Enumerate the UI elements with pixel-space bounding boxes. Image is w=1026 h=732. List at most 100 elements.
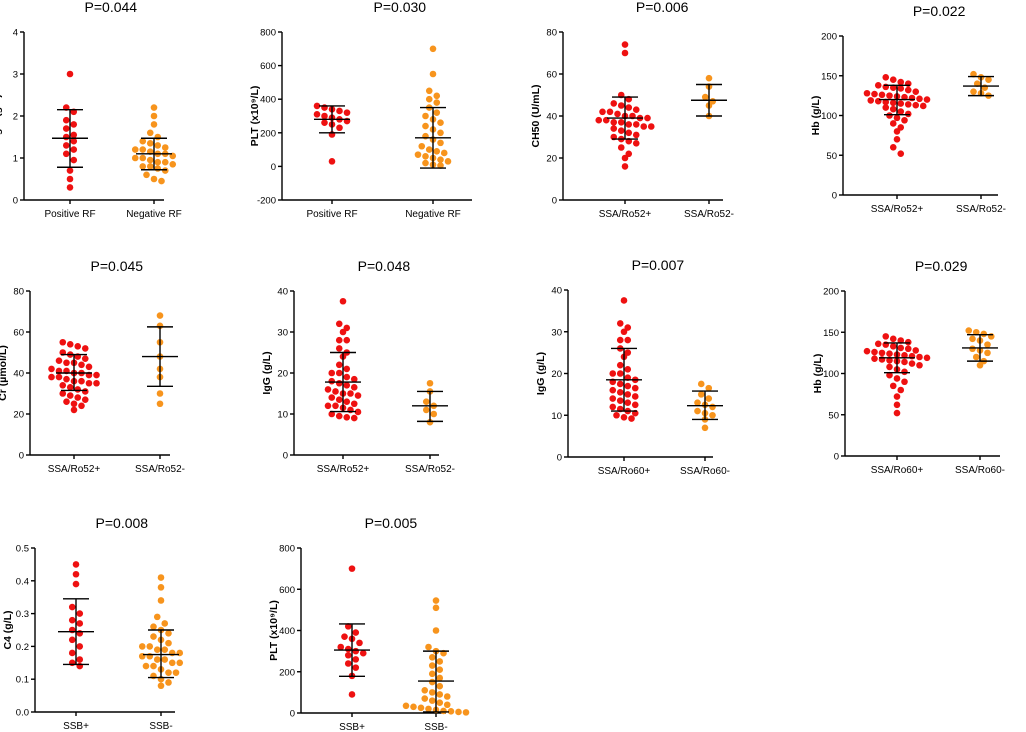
data-point	[595, 116, 603, 124]
data-point	[328, 394, 336, 401]
x-category-label: SSB+	[339, 722, 365, 732]
data-point	[139, 163, 147, 170]
data-point	[616, 361, 624, 369]
data-point	[440, 149, 448, 157]
data-point	[131, 146, 139, 153]
data-point	[644, 114, 651, 122]
data-point	[336, 107, 343, 115]
data-point	[984, 349, 991, 357]
data-point	[893, 409, 901, 417]
data-point	[70, 406, 78, 414]
data-point	[624, 349, 632, 356]
data-point	[908, 94, 916, 102]
data-point	[146, 140, 154, 147]
data-point	[153, 646, 161, 653]
data-point	[437, 162, 444, 169]
data-point	[889, 84, 897, 91]
data-point	[66, 392, 74, 399]
data-point	[410, 703, 417, 711]
data-point	[901, 352, 908, 359]
data-point	[904, 86, 912, 94]
data-point	[161, 646, 169, 653]
data-point	[428, 670, 436, 678]
data-point	[343, 398, 351, 406]
panel-title: P=0.022	[913, 3, 966, 19]
data-point	[624, 382, 632, 390]
data-point	[161, 620, 169, 627]
data-point	[916, 353, 923, 361]
data-point	[436, 658, 444, 665]
y-axis-label: Hb (g/L)	[812, 354, 824, 394]
data-point	[640, 123, 648, 130]
data-point	[418, 142, 426, 150]
data-point	[897, 78, 905, 86]
y-tick-label: 0.0	[16, 708, 29, 719]
data-point	[422, 153, 429, 160]
data-point	[150, 104, 158, 111]
data-point	[348, 565, 356, 572]
data-point	[694, 407, 701, 415]
data-point	[68, 603, 76, 611]
data-point	[631, 393, 639, 400]
data-point	[78, 402, 85, 410]
y-axis-label: PLT (x10⁹/L)	[249, 86, 261, 147]
data-point	[70, 400, 78, 408]
data-point	[981, 84, 989, 91]
x-category-label: Positive RF	[44, 209, 95, 220]
data-point	[165, 629, 172, 637]
x-category-label: SSA/Ro52-	[135, 464, 185, 475]
data-point	[893, 136, 901, 143]
data-point	[609, 395, 617, 402]
data-point	[341, 633, 348, 640]
data-point	[359, 649, 367, 657]
data-point	[437, 156, 444, 163]
data-point	[871, 90, 878, 98]
data-point	[610, 100, 618, 107]
data-point	[709, 411, 716, 419]
data-point	[352, 664, 360, 671]
y-axis-label: PLT (x10⁹/L)	[268, 600, 280, 661]
data-point	[624, 399, 632, 407]
data-point	[161, 167, 169, 174]
data-point	[625, 121, 633, 128]
data-point	[422, 398, 430, 406]
data-point	[72, 570, 80, 578]
data-point	[874, 97, 882, 105]
y-tick-label: 100	[823, 369, 839, 380]
y-tick-label: 20	[551, 369, 562, 380]
x-category-label: Positive RF	[306, 209, 357, 220]
data-point	[352, 629, 360, 636]
data-point	[76, 656, 84, 663]
y-tick-label: 60	[13, 328, 24, 339]
data-point	[436, 666, 444, 673]
y-tick-label: 80	[13, 287, 24, 298]
data-point	[146, 643, 154, 650]
data-point	[609, 403, 617, 411]
data-point	[421, 695, 429, 702]
panel-5: P=0.045 Cr (µmol/L) 0 20 40 60 80 SSA/Ro52+ SSA/…	[0, 258, 185, 475]
y-tick-label: 30	[277, 328, 288, 339]
data-point	[70, 137, 78, 145]
y-tick-label: 0.3	[16, 609, 29, 620]
y-tick-label: 2	[13, 112, 18, 123]
data-point	[74, 394, 82, 401]
data-point	[150, 662, 157, 670]
data-point	[354, 392, 362, 399]
y-tick-label: 0	[557, 453, 562, 464]
data-point	[143, 171, 150, 179]
data-point	[154, 133, 162, 141]
data-point	[430, 410, 438, 418]
data-point	[153, 613, 161, 621]
data-point	[709, 403, 716, 411]
data-point	[436, 699, 444, 706]
data-point	[63, 398, 70, 406]
data-point	[444, 158, 452, 165]
data-point	[74, 343, 82, 350]
data-point	[426, 379, 434, 387]
data-point	[350, 375, 358, 383]
data-point	[916, 95, 923, 103]
data-point	[969, 335, 976, 343]
data-point	[429, 45, 437, 53]
data-point	[156, 390, 164, 397]
data-point	[901, 116, 908, 124]
